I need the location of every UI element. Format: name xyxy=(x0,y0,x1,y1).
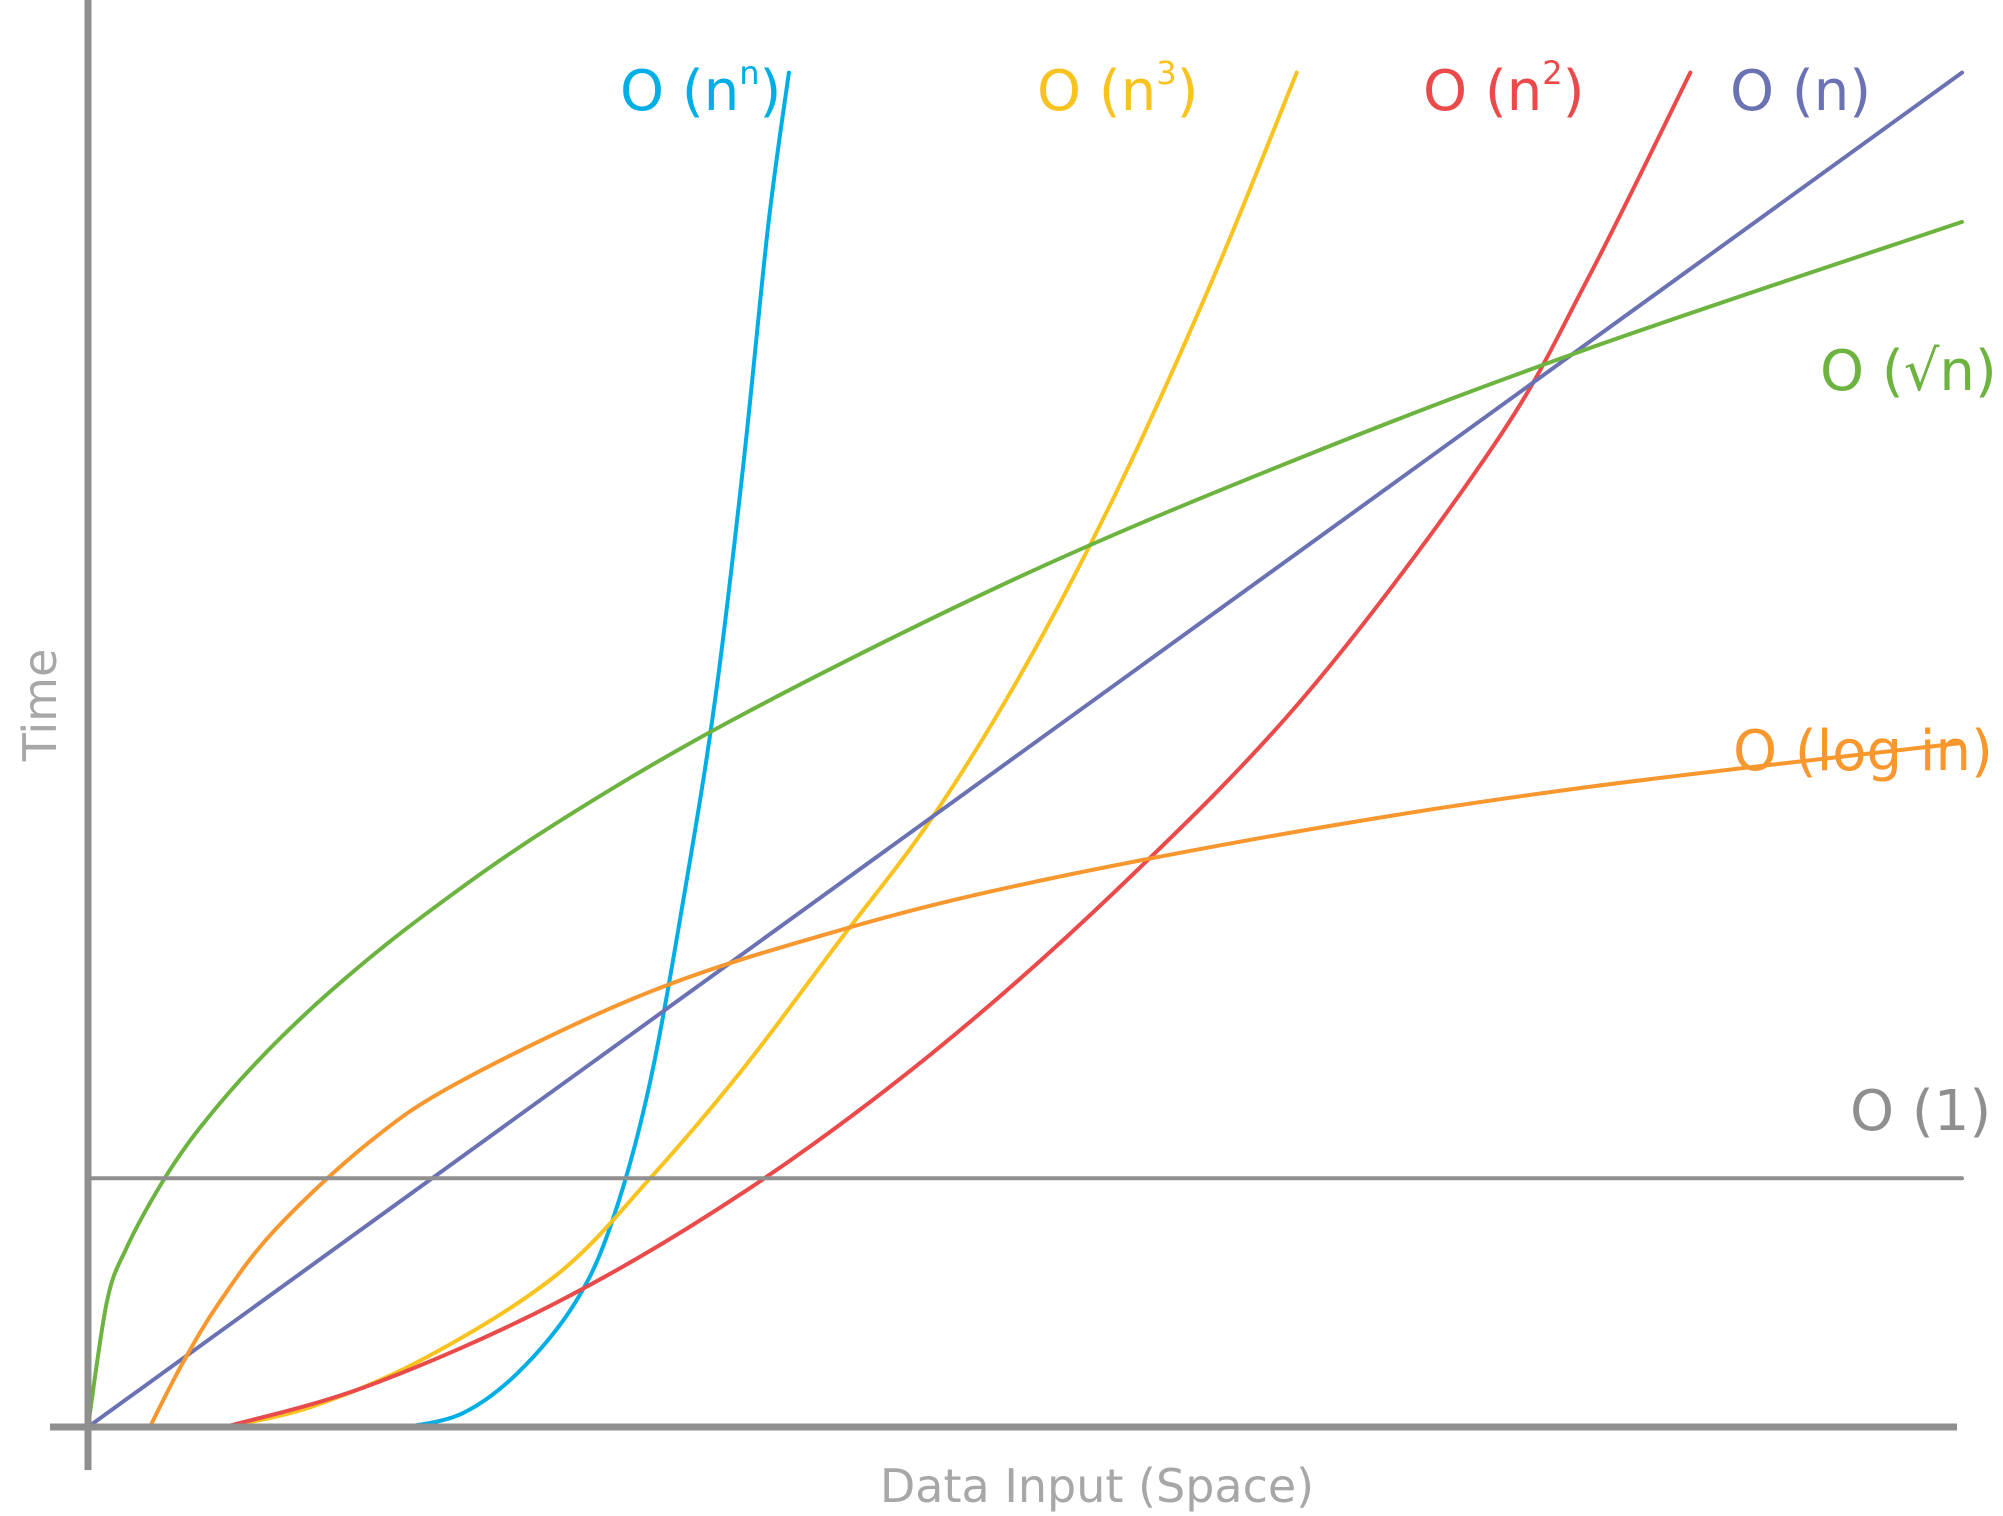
y-axis-label: Time xyxy=(13,649,67,763)
series-label-part: 2 xyxy=(1542,54,1562,92)
series-label-part: ) xyxy=(1177,59,1199,124)
series-line-o-n xyxy=(86,70,1964,1429)
series-label-o-n: O (n) xyxy=(1730,59,1871,124)
series-label-o-n-n: O (nn) xyxy=(620,54,781,124)
series-label-part: O (1) xyxy=(1850,1079,1991,1144)
series-label-o-log-in: O (log in) xyxy=(1733,719,1993,784)
series-label-o-n-3: O (n3) xyxy=(1037,54,1198,124)
series-label-part: ) xyxy=(760,59,782,124)
series-label-part: 3 xyxy=(1156,54,1176,92)
series-label-part: ) xyxy=(1563,59,1585,124)
labels-layer: O (nn) O (n3) O (n2) O (n)O (√n)O (log in)O… xyxy=(620,54,1997,1144)
series-label-part: O (n xyxy=(1423,59,1542,124)
series-line-o-n xyxy=(86,219,1964,1429)
series-line-o-n-2 xyxy=(222,70,1693,1429)
series-label-o-n-2: O (n2) xyxy=(1423,54,1584,124)
series-label-part: O (n xyxy=(620,59,739,124)
x-axis-label: Data Input (Space) xyxy=(880,1459,1314,1513)
series-label-part: O (log in) xyxy=(1733,719,1993,784)
series-label-part: O (√n) xyxy=(1820,339,1997,404)
series-line-o-n-n xyxy=(404,70,791,1429)
series-label-part: O (n) xyxy=(1730,59,1871,124)
series-label-part: O (n xyxy=(1037,59,1156,124)
series-label-part: n xyxy=(739,54,759,92)
series-label-o-1: O (1) xyxy=(1850,1079,1991,1144)
series-label-o-n: O (√n) xyxy=(1820,339,1997,404)
curves-layer xyxy=(86,70,1964,1429)
series-line-o-log-in xyxy=(147,740,1964,1429)
series-line-o-n-3 xyxy=(222,70,1299,1429)
